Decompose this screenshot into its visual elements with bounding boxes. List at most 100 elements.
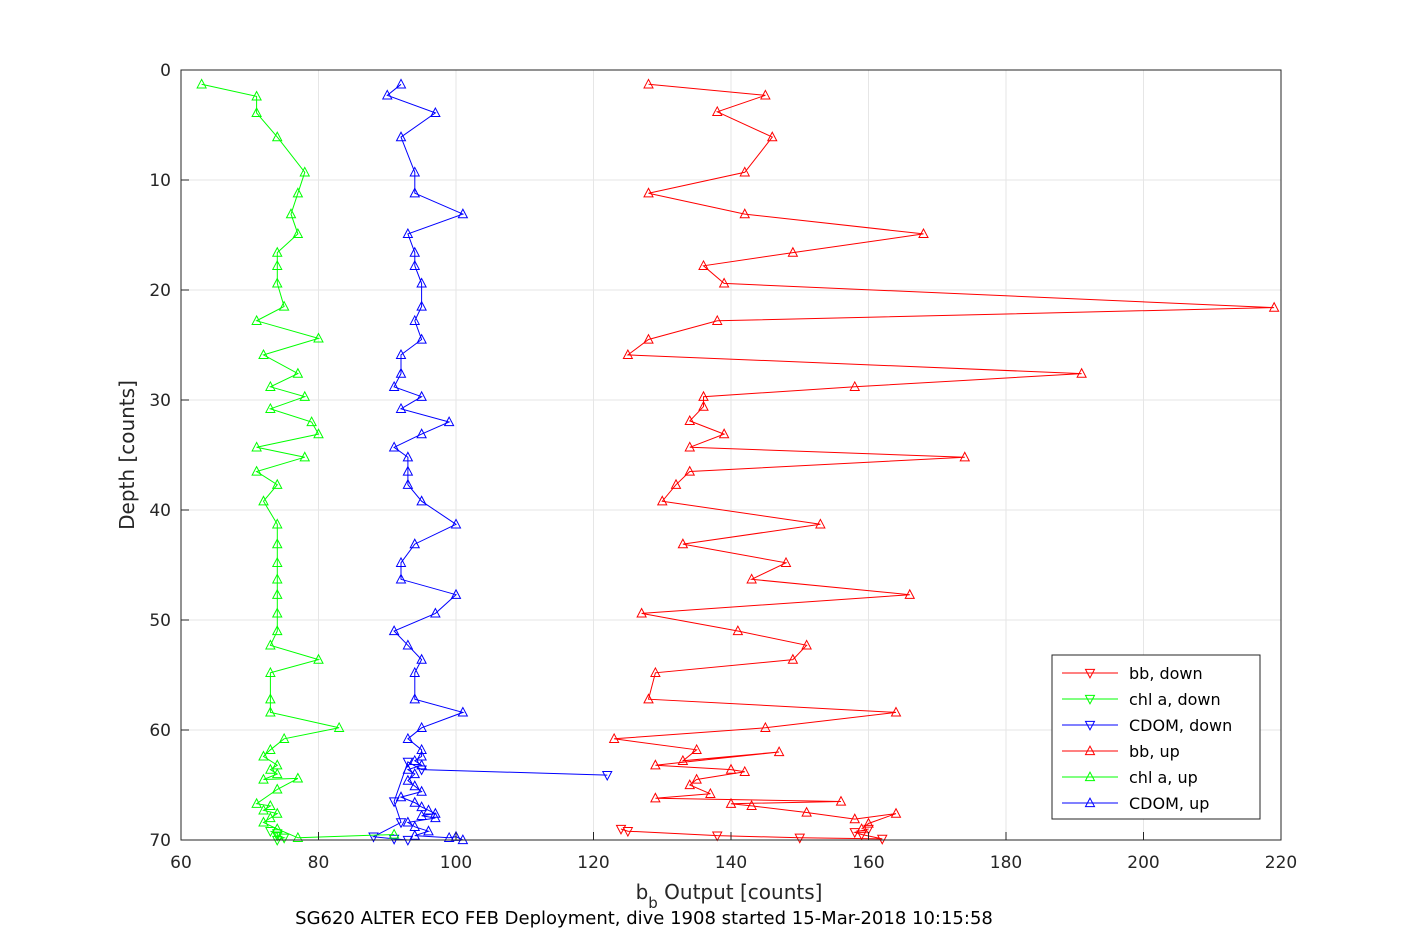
data-point <box>299 390 311 401</box>
data-point <box>698 259 709 270</box>
data-point <box>409 314 421 325</box>
data-point <box>292 831 304 842</box>
data-point <box>622 827 634 838</box>
legend-entry-label: chl a, down <box>1129 690 1221 709</box>
data-point <box>313 428 324 439</box>
data-point <box>416 300 427 311</box>
data-point <box>258 773 269 784</box>
data-point <box>271 277 283 288</box>
data-point <box>409 780 421 791</box>
data-point <box>423 825 434 836</box>
series-bb-down <box>615 824 888 845</box>
data-point <box>739 765 751 776</box>
data-point <box>643 333 654 344</box>
data-point <box>705 787 716 798</box>
data-point <box>271 246 283 257</box>
data-point <box>292 367 304 378</box>
data-point <box>766 131 778 142</box>
data-point <box>691 743 702 754</box>
data-point <box>711 831 723 842</box>
data-point <box>732 625 744 636</box>
data-point <box>251 106 262 118</box>
data-point <box>402 763 414 774</box>
data-point <box>402 478 414 489</box>
data-point <box>636 607 647 618</box>
x-axis-label-main: b <box>636 880 649 904</box>
data-point <box>608 732 620 743</box>
data-point <box>856 823 867 834</box>
legend-swatch-marker <box>1084 668 1096 679</box>
data-point <box>677 538 689 549</box>
data-point <box>684 414 696 426</box>
y-tick-label: 0 <box>160 61 171 81</box>
x-tick-label: 220 <box>1265 853 1297 873</box>
data-point <box>271 573 283 584</box>
data-point <box>849 380 861 391</box>
data-point <box>684 779 696 790</box>
data-point <box>299 166 311 177</box>
data-point <box>265 693 276 704</box>
data-point <box>258 348 269 360</box>
y-tick-label: 30 <box>149 391 171 411</box>
data-point <box>684 465 696 476</box>
data-point <box>801 639 812 650</box>
data-point <box>780 556 792 567</box>
data-point <box>265 799 276 811</box>
data-point <box>292 772 304 783</box>
y-tick-label: 10 <box>149 171 171 191</box>
data-point <box>416 809 427 820</box>
data-point <box>388 441 400 452</box>
data-point <box>251 314 262 325</box>
data-point <box>691 773 702 784</box>
data-point <box>1076 367 1087 378</box>
data-point <box>457 208 469 219</box>
data-point <box>271 768 283 779</box>
data-point <box>402 816 414 827</box>
data-point <box>670 478 682 489</box>
data-point <box>856 830 867 841</box>
y-tick-label: 70 <box>149 831 171 851</box>
data-point <box>395 818 407 829</box>
data-point <box>402 451 414 462</box>
data-point <box>443 416 455 427</box>
data-point <box>368 832 379 843</box>
legend-box <box>1051 654 1261 820</box>
data-point <box>395 348 407 360</box>
data-point <box>409 666 421 677</box>
data-point <box>306 416 317 427</box>
data-point <box>739 166 751 177</box>
data-point <box>601 770 613 782</box>
y-tick-label: 20 <box>149 281 171 301</box>
data-point <box>271 588 283 599</box>
y-tick-label: 40 <box>149 501 171 521</box>
x-axis-label: bb Output [counts] <box>636 880 823 912</box>
data-point <box>285 208 297 219</box>
data-point <box>271 835 283 846</box>
data-point <box>711 105 723 116</box>
data-point <box>423 804 434 815</box>
data-point <box>196 78 207 89</box>
data-point <box>698 390 709 401</box>
data-point <box>450 588 462 599</box>
data-point <box>395 573 407 584</box>
data-point <box>265 639 276 650</box>
data-point <box>265 666 276 677</box>
data-point <box>890 807 902 818</box>
x-tick-label: 140 <box>715 853 747 873</box>
data-point <box>313 653 324 664</box>
legend-entry-label: CDOM, up <box>1129 794 1209 813</box>
data-point <box>402 732 414 743</box>
y-tick-label: 60 <box>149 721 171 741</box>
data-point <box>409 754 421 765</box>
legend-swatch-marker <box>1084 694 1096 705</box>
data-point <box>271 823 283 834</box>
data-point <box>622 348 634 360</box>
legend-entry-label: CDOM, down <box>1129 716 1232 735</box>
legend-swatch-marker <box>1084 745 1096 756</box>
data-point <box>409 829 421 840</box>
data-point <box>278 732 290 743</box>
data-point <box>787 653 799 664</box>
data-point <box>650 666 661 677</box>
data-point <box>381 89 393 100</box>
data-point <box>416 721 427 732</box>
